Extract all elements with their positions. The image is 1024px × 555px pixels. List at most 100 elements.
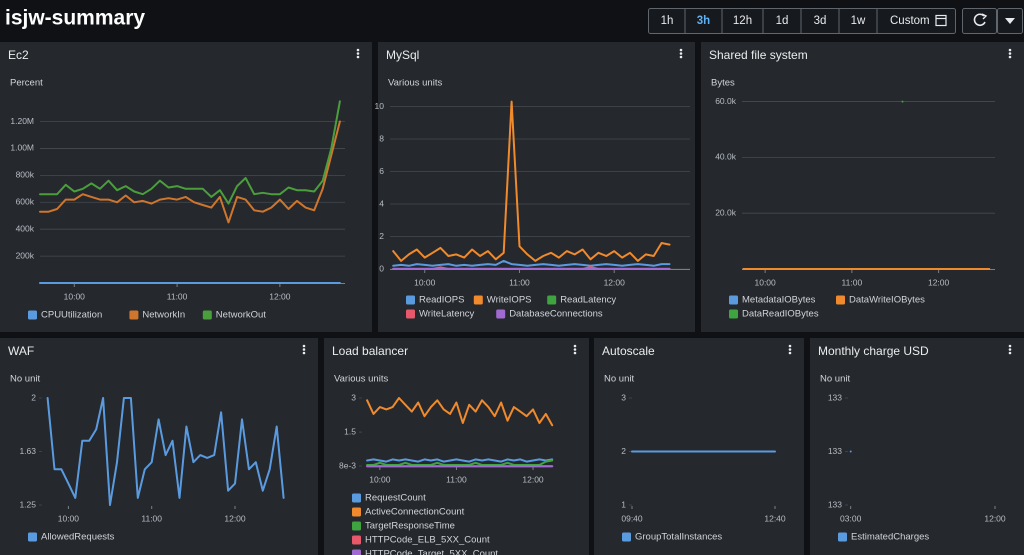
y-axis-label: Various units — [388, 78, 442, 89]
series-line — [39, 120, 341, 224]
widget-menu-dot[interactable] — [1008, 55, 1012, 59]
legend-swatch[interactable] — [352, 507, 361, 517]
widget-menu-dot[interactable] — [302, 351, 306, 355]
legend-label[interactable]: RequestCount — [365, 493, 426, 504]
y-axis-label: Various units — [334, 374, 388, 385]
widget-menu-dot[interactable] — [788, 348, 792, 351]
legend-label[interactable]: ReadLatency — [560, 295, 616, 306]
widget-menu-dot[interactable] — [1008, 344, 1012, 348]
legend-swatch[interactable] — [352, 535, 361, 545]
widget-title: MySql — [386, 48, 419, 62]
legend-swatch[interactable] — [202, 310, 212, 320]
refresh-icon-arrow — [981, 13, 988, 20]
legend-swatch[interactable] — [28, 532, 37, 542]
series-line — [366, 458, 554, 463]
legend-swatch[interactable] — [836, 295, 845, 305]
x-tick-label: 10:00 — [414, 277, 436, 287]
legend-label[interactable]: EstimatedCharges — [851, 532, 929, 543]
legend-label[interactable]: MetadataIOBytes — [742, 295, 816, 306]
y-axis-label: No unit — [604, 374, 634, 385]
y-tick-label: 133 — [828, 499, 842, 509]
y-tick-label: 1.25 — [19, 499, 36, 509]
y-tick-label: 0 — [379, 263, 384, 273]
widget-menu-dot[interactable] — [788, 351, 792, 355]
widget-menu-dot[interactable] — [1008, 52, 1012, 55]
y-tick-label: 3 — [351, 392, 356, 402]
legend-label[interactable]: DataReadIOBytes — [742, 309, 819, 320]
widget-title: Load balancer — [332, 344, 408, 358]
legend-label[interactable]: ActiveConnectionCount — [365, 507, 465, 518]
widget-panel — [324, 338, 589, 555]
widget-menu-dot[interactable] — [573, 344, 577, 348]
y-tick-label: 200k — [16, 250, 35, 260]
time-range-label: 1d — [776, 15, 789, 27]
y-tick-label: 133 — [828, 392, 842, 402]
widget-menu-dot[interactable] — [573, 351, 577, 355]
y-axis-label: No unit — [10, 374, 40, 385]
legend-swatch[interactable] — [473, 295, 483, 305]
legend-label[interactable]: WriteIOPS — [487, 295, 532, 306]
legend-swatch[interactable] — [729, 295, 738, 305]
widget-menu-dot[interactable] — [573, 348, 577, 351]
widget-title: Ec2 — [8, 48, 29, 62]
widget-panel — [810, 338, 1024, 555]
y-tick-label: 600k — [16, 197, 35, 207]
legend-label[interactable]: WriteLatency — [419, 309, 475, 320]
widget-menu-dot[interactable] — [788, 344, 792, 348]
legend-swatch[interactable] — [496, 309, 506, 319]
series-line — [366, 397, 554, 427]
legend-swatch[interactable] — [352, 521, 361, 531]
widget-menu-dot[interactable] — [356, 48, 360, 52]
legend-swatch[interactable] — [352, 549, 361, 555]
legend-swatch[interactable] — [547, 295, 557, 305]
legend-label[interactable]: DataWriteIOBytes — [849, 295, 925, 306]
legend-label[interactable]: GroupTotalInstances — [635, 532, 722, 543]
y-tick-label: 4 — [379, 198, 384, 208]
legend-swatch[interactable] — [352, 493, 361, 503]
widget-menu-dot[interactable] — [302, 344, 306, 348]
legend-label[interactable]: TargetResponseTime — [365, 521, 455, 532]
legend-label[interactable]: DatabaseConnections — [509, 309, 603, 320]
legend-label[interactable]: HTTPCode_Target_5XX_Count — [365, 549, 498, 555]
x-tick-label: 10:00 — [64, 291, 86, 301]
x-tick-label: 12:00 — [522, 474, 544, 484]
x-tick-label: 12:40 — [764, 513, 786, 523]
series-line — [366, 459, 554, 466]
widget-menu-dot[interactable] — [302, 348, 306, 351]
legend-swatch[interactable] — [838, 532, 847, 542]
legend-label[interactable]: NetworkOut — [216, 310, 267, 321]
legend-label[interactable]: AllowedRequests — [41, 532, 115, 543]
legend-label[interactable]: CPUUtilization — [41, 310, 102, 321]
widget-panel — [378, 42, 695, 332]
legend-label[interactable]: NetworkIn — [142, 310, 185, 321]
legend-swatch[interactable] — [406, 295, 415, 305]
widget-menu-dot[interactable] — [679, 55, 683, 59]
x-tick-label: 10:00 — [58, 513, 80, 523]
widget-menu-dot[interactable] — [679, 52, 683, 55]
widget-menu-dot[interactable] — [356, 52, 360, 55]
widget-menu-dot[interactable] — [1008, 348, 1012, 351]
legend-swatch[interactable] — [406, 309, 415, 319]
widget-menu-dot[interactable] — [679, 48, 683, 52]
series-line — [392, 100, 671, 262]
legend-label[interactable]: HTTPCode_ELB_5XX_Count — [365, 535, 490, 546]
legend-swatch[interactable] — [729, 309, 738, 319]
legend-swatch[interactable] — [622, 532, 631, 542]
widget-panel — [0, 42, 372, 332]
y-tick-label: 10 — [375, 101, 385, 111]
calendar-icon — [935, 14, 947, 27]
series-line — [39, 100, 341, 205]
widget-panel — [701, 42, 1024, 332]
refresh-button[interactable] — [962, 8, 997, 34]
y-tick-label: 60.0k — [715, 96, 737, 106]
x-tick-label: 11:00 — [167, 291, 188, 301]
widget-menu-dot[interactable] — [356, 55, 360, 59]
widget-menu-dot[interactable] — [1008, 351, 1012, 355]
widget-menu-dot[interactable] — [1008, 48, 1012, 52]
legend-swatch[interactable] — [28, 310, 37, 320]
legend-swatch[interactable] — [129, 310, 139, 320]
x-tick-label: 12:00 — [224, 513, 246, 523]
legend-label[interactable]: ReadIOPS — [419, 295, 464, 306]
